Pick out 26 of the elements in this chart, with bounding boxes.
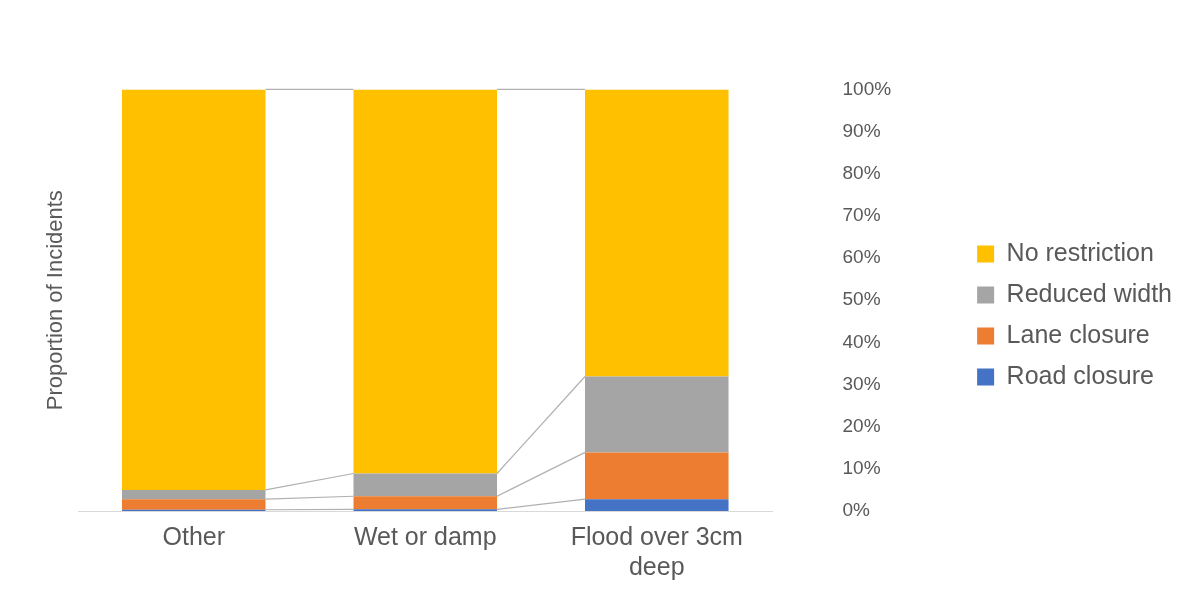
x-tick-label: Other xyxy=(162,521,226,550)
y-axis-title: Proportion of Incidents xyxy=(42,190,68,411)
bar xyxy=(353,89,498,474)
y-tick-label: 100% xyxy=(842,77,892,99)
y-tick-label: 20% xyxy=(842,414,881,436)
y-tick-label: 50% xyxy=(842,288,881,310)
y-tick-label: 70% xyxy=(842,204,881,226)
y-tick-label: 40% xyxy=(842,330,881,352)
y-tick-label: 90% xyxy=(842,119,881,141)
bar xyxy=(353,496,498,510)
legend-label: Road closure xyxy=(1006,360,1154,389)
bar xyxy=(585,452,729,500)
y-tick-label: 30% xyxy=(842,372,881,394)
legend-label: No restriction xyxy=(1006,237,1154,266)
bar xyxy=(121,499,266,510)
y-tick-label: 0% xyxy=(842,499,871,521)
y-tick-label: 80% xyxy=(842,161,881,183)
y-tick-label: 60% xyxy=(842,246,881,268)
legend-label: Reduced width xyxy=(1006,278,1173,307)
bar xyxy=(121,89,266,490)
y-tick-label: 10% xyxy=(842,457,881,479)
bar xyxy=(585,89,729,377)
x-tick-label: Flood over 3cm deep xyxy=(570,521,743,580)
bar xyxy=(585,499,729,511)
legend-label: Lane closure xyxy=(1006,319,1150,348)
x-tick-label: Wet or damp xyxy=(353,521,497,550)
